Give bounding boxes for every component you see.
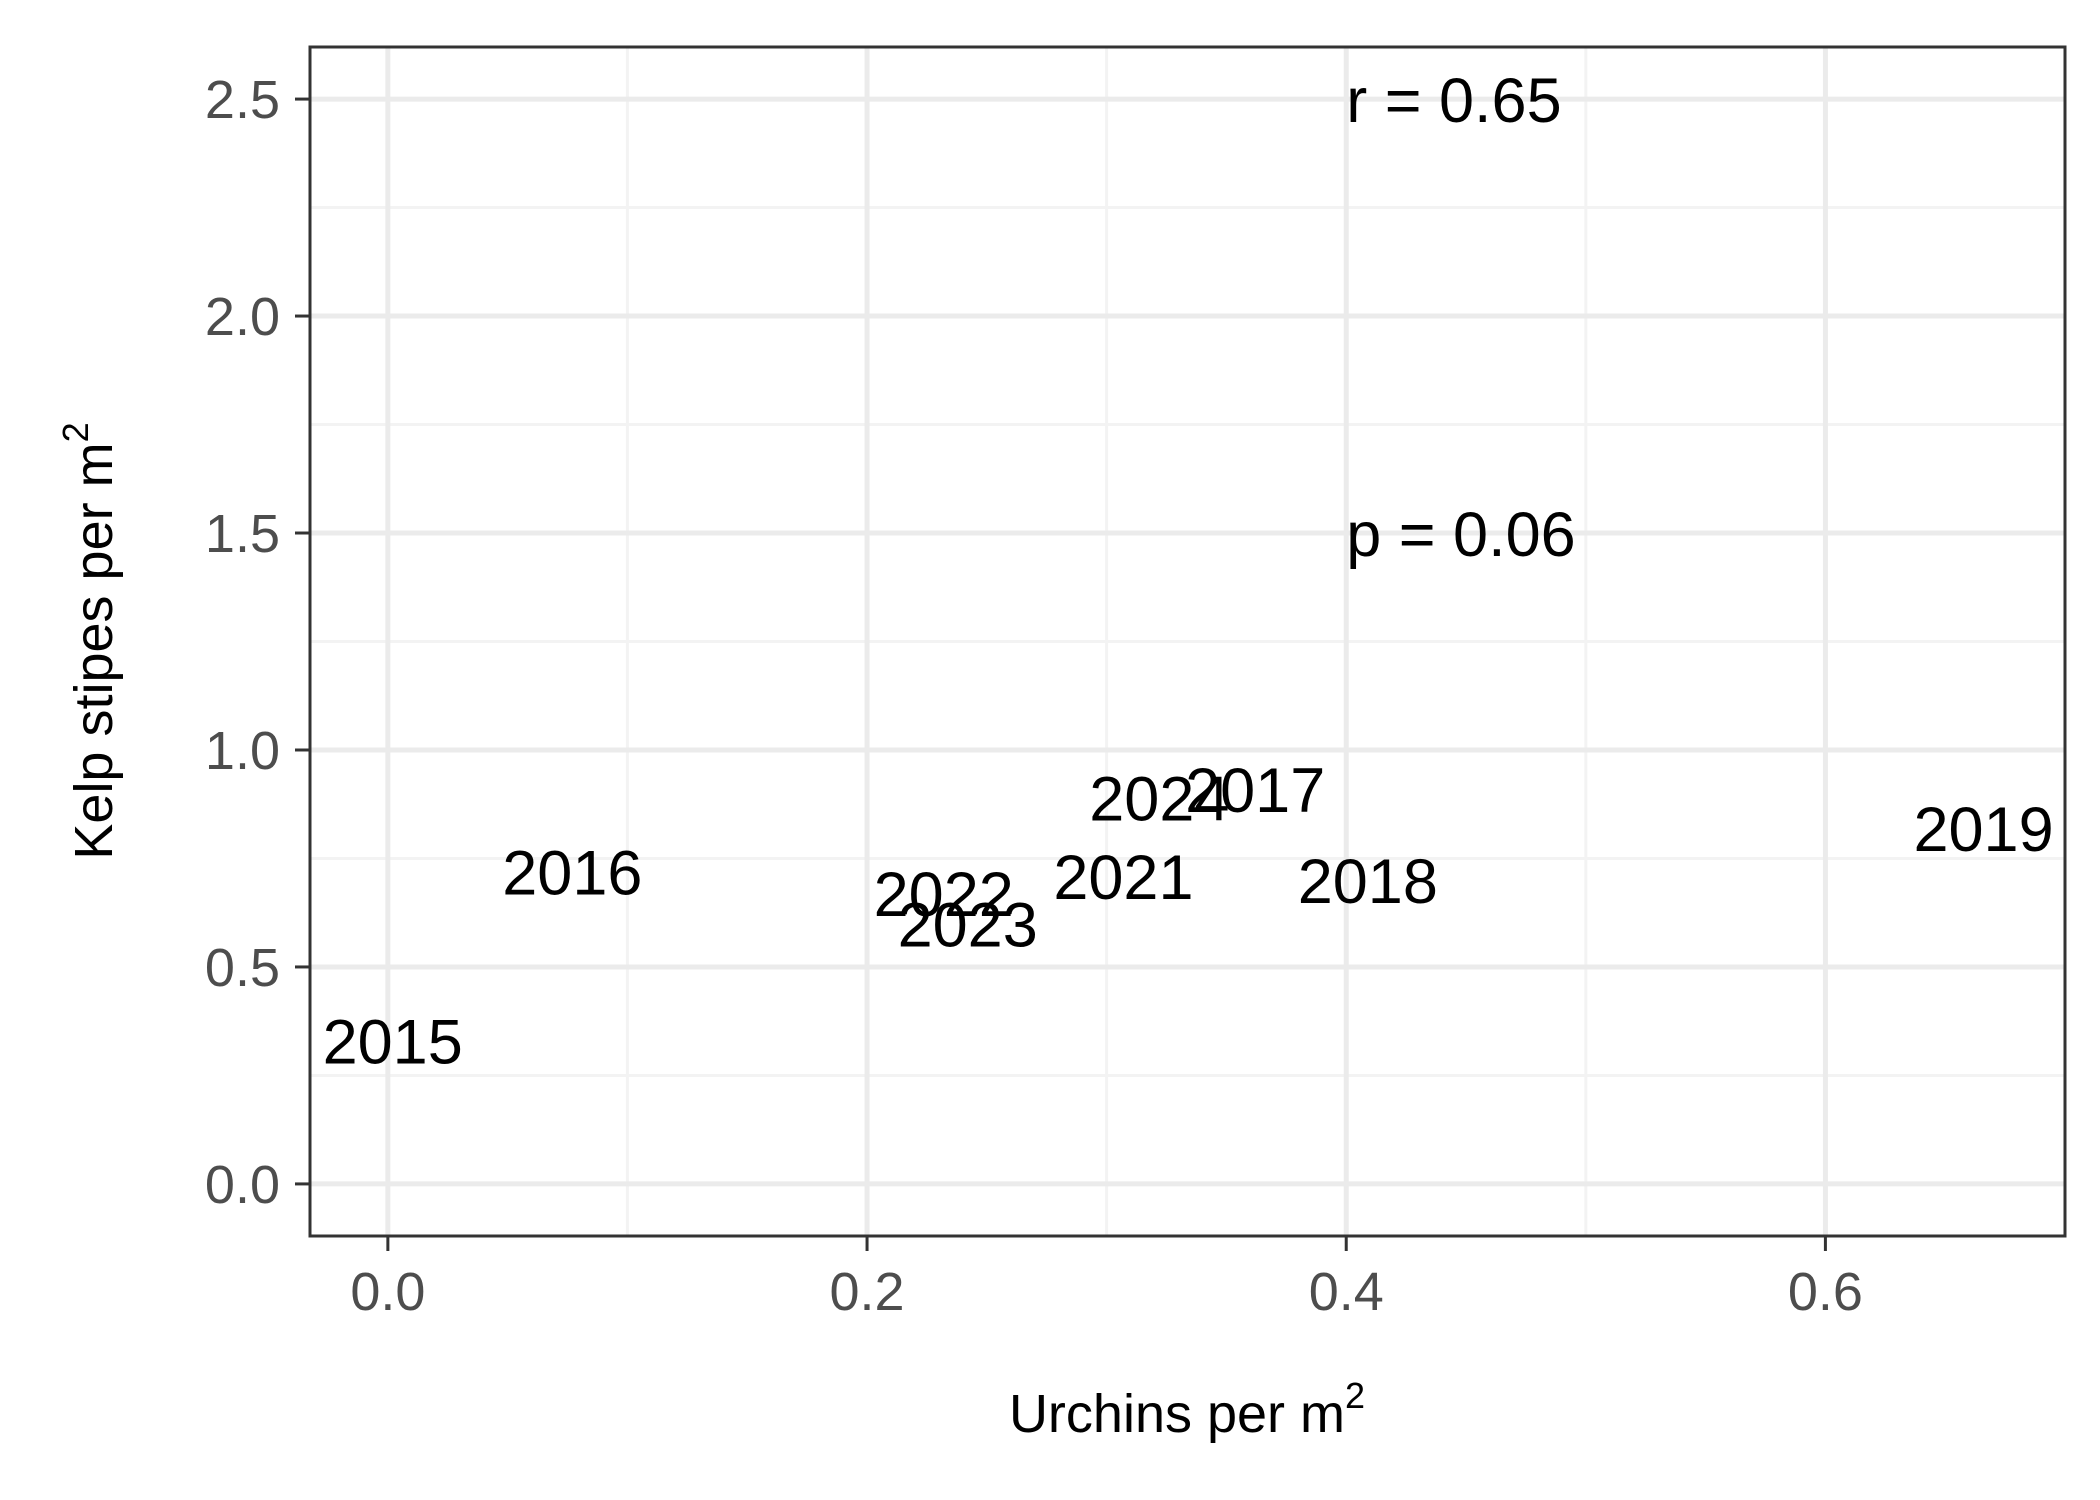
- x-tick-label: 0.2: [830, 1262, 905, 1322]
- y-tick-label: 2.0: [205, 287, 280, 347]
- x-axis-title: Urchins per m2: [1009, 1375, 1365, 1444]
- point-label-2017: 2017: [1185, 756, 1325, 826]
- grid-lines: [310, 47, 2065, 1236]
- y-axis: 0.0 0.5 1.0 1.5 2.0 2.5: [205, 70, 310, 1215]
- panel-border: [308, 45, 2067, 1238]
- y-tick-label: 0.0: [205, 1155, 280, 1215]
- x-axis-title-superscript: 2: [1345, 1375, 1365, 1416]
- point-label-2023: 2023: [898, 891, 1038, 961]
- y-tick-label: 2.5: [205, 70, 280, 130]
- point-label-2024: 2024: [1089, 765, 1229, 835]
- annotation-1: p = 0.06: [1346, 500, 1575, 570]
- point-label-2022: 2022: [874, 860, 1014, 930]
- y-axis-title-text: Kelp stipes per m: [64, 442, 124, 859]
- y-axis-title-superscript: 2: [55, 422, 96, 442]
- point-label-2015: 2015: [323, 1008, 463, 1078]
- x-tick-label: 0.4: [1309, 1262, 1384, 1322]
- x-axis: 0.0 0.2 0.4 0.6: [350, 1236, 1863, 1322]
- point-label-2018: 2018: [1298, 847, 1438, 917]
- point-label-2016: 2016: [502, 838, 642, 908]
- point-label-2019: 2019: [1913, 795, 2053, 865]
- point-label-2021: 2021: [1053, 843, 1193, 913]
- x-tick-label: 0.6: [1788, 1262, 1863, 1322]
- annotations: r = 0.65 p = 0.06: [1346, 66, 1575, 570]
- x-axis-title-text: Urchins per m: [1009, 1384, 1345, 1444]
- y-tick-label: 1.5: [205, 504, 280, 564]
- x-tick-label: 0.0: [350, 1262, 425, 1322]
- y-tick-label: 0.5: [205, 938, 280, 998]
- annotation-0: r = 0.65: [1346, 66, 1561, 136]
- y-tick-label: 1.0: [205, 721, 280, 781]
- y-axis-title: Kelp stipes per m2: [55, 422, 124, 859]
